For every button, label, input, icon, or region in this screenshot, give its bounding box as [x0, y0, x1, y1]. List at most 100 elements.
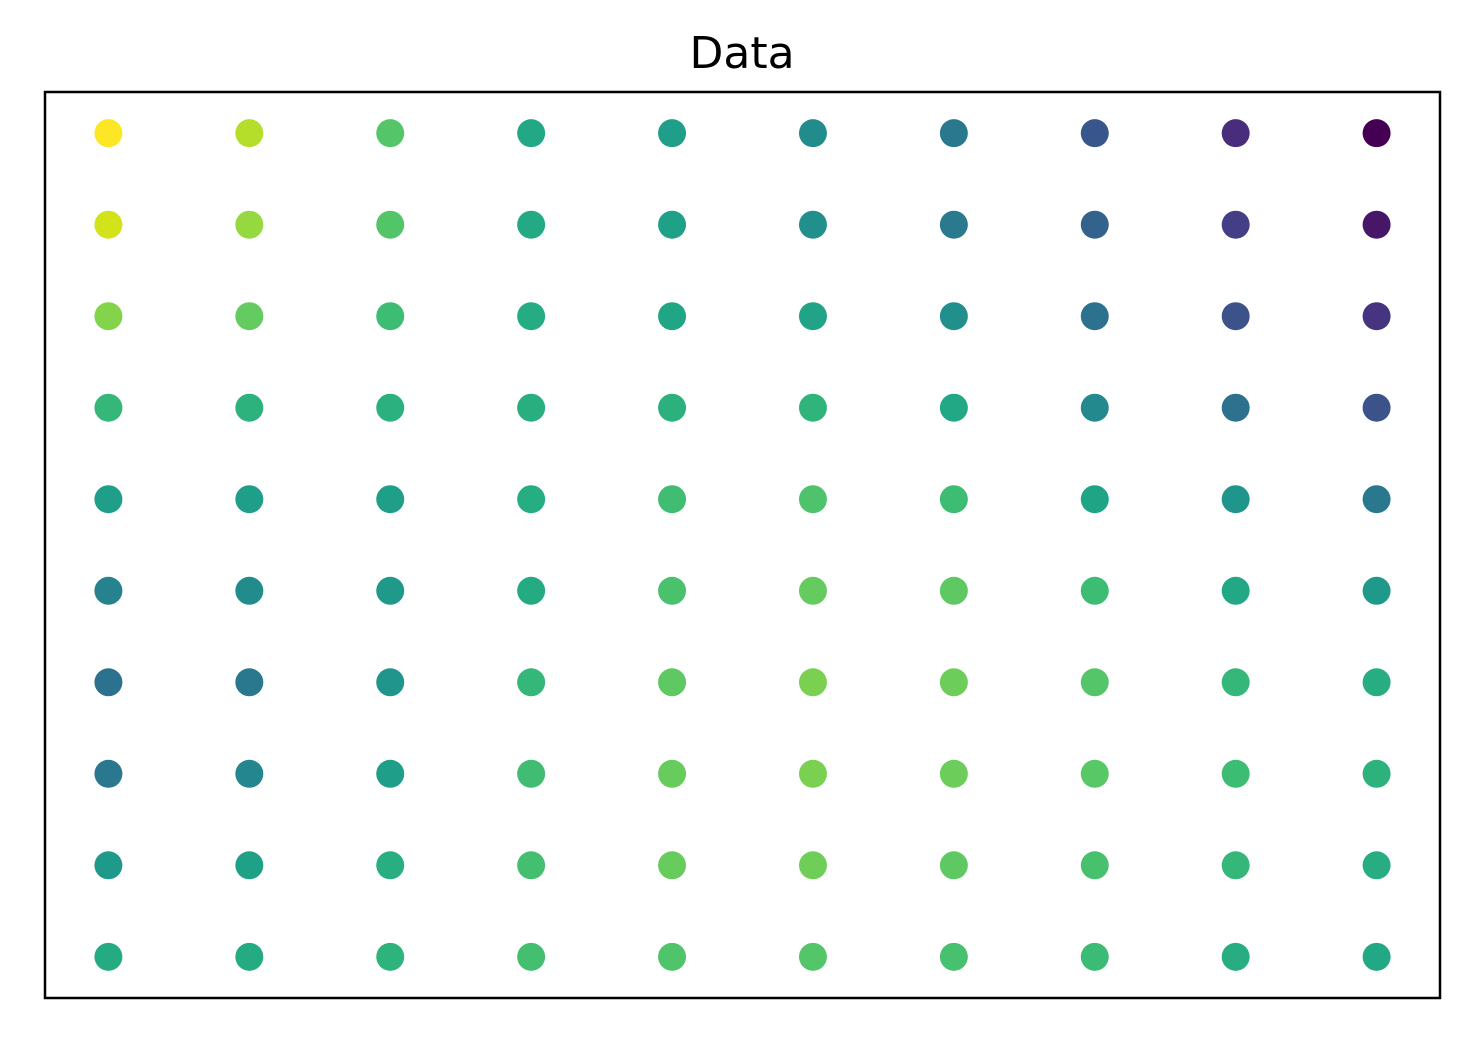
scatter-point-r3-c5	[798, 393, 827, 422]
scatter-point-r8-c6	[939, 851, 968, 880]
scatter-point-r8-c9	[1362, 851, 1391, 880]
scatter-point-r9-c1	[235, 942, 264, 971]
scatter-point-r5-c0	[94, 576, 123, 605]
scatter-point-r0-c4	[658, 119, 687, 148]
scatter-point-r5-c6	[939, 576, 968, 605]
scatter-point-r6-c0	[94, 668, 123, 697]
scatter-point-r9-c4	[658, 942, 687, 971]
scatter-point-r8-c7	[1080, 851, 1109, 880]
scatter-point-r7-c3	[517, 759, 546, 788]
scatter-point-r3-c7	[1080, 393, 1109, 422]
scatter-point-r1-c4	[658, 210, 687, 239]
scatter-point-r5-c1	[235, 576, 264, 605]
scatter-point-r6-c5	[798, 668, 827, 697]
scatter-point-r0-c6	[939, 119, 968, 148]
scatter-point-r2-c4	[658, 302, 687, 331]
scatter-point-r1-c2	[376, 210, 405, 239]
scatter-point-r0-c9	[1362, 119, 1391, 148]
scatter-point-r1-c6	[939, 210, 968, 239]
scatter-point-r8-c3	[517, 851, 546, 880]
scatter-point-r1-c7	[1080, 210, 1109, 239]
scatter-point-r2-c6	[939, 302, 968, 331]
scatter-point-r1-c1	[235, 210, 264, 239]
chart-title: Data	[689, 28, 794, 79]
scatter-point-r3-c3	[517, 393, 546, 422]
scatter-point-r7-c0	[94, 759, 123, 788]
scatter-point-r9-c3	[517, 942, 546, 971]
scatter-point-r2-c8	[1221, 302, 1250, 331]
scatter-point-r2-c3	[517, 302, 546, 331]
scatter-point-r7-c8	[1221, 759, 1250, 788]
scatter-point-r7-c6	[939, 759, 968, 788]
scatter-point-r7-c5	[798, 759, 827, 788]
scatter-point-r1-c3	[517, 210, 546, 239]
plot-frame	[43, 90, 1442, 1000]
scatter-point-r9-c5	[798, 942, 827, 971]
scatter-point-r7-c7	[1080, 759, 1109, 788]
scatter-point-r1-c8	[1221, 210, 1250, 239]
scatter-point-r2-c5	[798, 302, 827, 331]
scatter-point-r5-c3	[517, 576, 546, 605]
scatter-point-r0-c8	[1221, 119, 1250, 148]
scatter-point-r4-c8	[1221, 485, 1250, 514]
scatter-point-r7-c9	[1362, 759, 1391, 788]
scatter-point-r5-c7	[1080, 576, 1109, 605]
scatter-point-r6-c3	[517, 668, 546, 697]
scatter-point-r6-c4	[658, 668, 687, 697]
scatter-point-r9-c2	[376, 942, 405, 971]
scatter-point-r8-c2	[376, 851, 405, 880]
scatter-point-r0-c0	[94, 119, 123, 148]
scatter-point-r2-c7	[1080, 302, 1109, 331]
scatter-point-r6-c7	[1080, 668, 1109, 697]
scatter-point-r3-c8	[1221, 393, 1250, 422]
scatter-point-r8-c0	[94, 851, 123, 880]
scatter-point-r4-c0	[94, 485, 123, 514]
scatter-point-r9-c6	[939, 942, 968, 971]
scatter-point-r6-c1	[235, 668, 264, 697]
scatter-point-r5-c9	[1362, 576, 1391, 605]
scatter-point-r5-c5	[798, 576, 827, 605]
scatter-point-r1-c0	[94, 210, 123, 239]
scatter-point-r5-c8	[1221, 576, 1250, 605]
scatter-point-r4-c9	[1362, 485, 1391, 514]
scatter-point-r6-c8	[1221, 668, 1250, 697]
scatter-point-r4-c4	[658, 485, 687, 514]
scatter-point-r3-c6	[939, 393, 968, 422]
scatter-point-r1-c9	[1362, 210, 1391, 239]
scatter-point-r4-c7	[1080, 485, 1109, 514]
scatter-point-r4-c5	[798, 485, 827, 514]
scatter-point-r8-c4	[658, 851, 687, 880]
scatter-point-r8-c1	[235, 851, 264, 880]
scatter-point-r3-c4	[658, 393, 687, 422]
scatter-point-r9-c9	[1362, 942, 1391, 971]
scatter-point-r4-c1	[235, 485, 264, 514]
scatter-point-r9-c7	[1080, 942, 1109, 971]
scatter-point-r4-c3	[517, 485, 546, 514]
scatter-point-r2-c2	[376, 302, 405, 331]
scatter-point-r8-c8	[1221, 851, 1250, 880]
scatter-point-r0-c2	[376, 119, 405, 148]
scatter-point-r6-c2	[376, 668, 405, 697]
scatter-point-r5-c4	[658, 576, 687, 605]
scatter-point-r7-c2	[376, 759, 405, 788]
scatter-point-r3-c9	[1362, 393, 1391, 422]
scatter-point-r8-c5	[798, 851, 827, 880]
scatter-point-r0-c7	[1080, 119, 1109, 148]
scatter-point-r3-c0	[94, 393, 123, 422]
scatter-point-r2-c9	[1362, 302, 1391, 331]
scatter-point-r0-c5	[798, 119, 827, 148]
scatter-point-r2-c1	[235, 302, 264, 331]
scatter-point-r9-c8	[1221, 942, 1250, 971]
scatter-point-r4-c2	[376, 485, 405, 514]
scatter-point-r6-c9	[1362, 668, 1391, 697]
scatter-point-r3-c2	[376, 393, 405, 422]
scatter-point-r0-c1	[235, 119, 264, 148]
scatter-point-r7-c4	[658, 759, 687, 788]
scatter-point-r4-c6	[939, 485, 968, 514]
points-layer	[94, 119, 1391, 971]
scatter-point-r5-c2	[376, 576, 405, 605]
scatter-point-r9-c0	[94, 942, 123, 971]
scatter-point-r0-c3	[517, 119, 546, 148]
scatter-point-r6-c6	[939, 668, 968, 697]
